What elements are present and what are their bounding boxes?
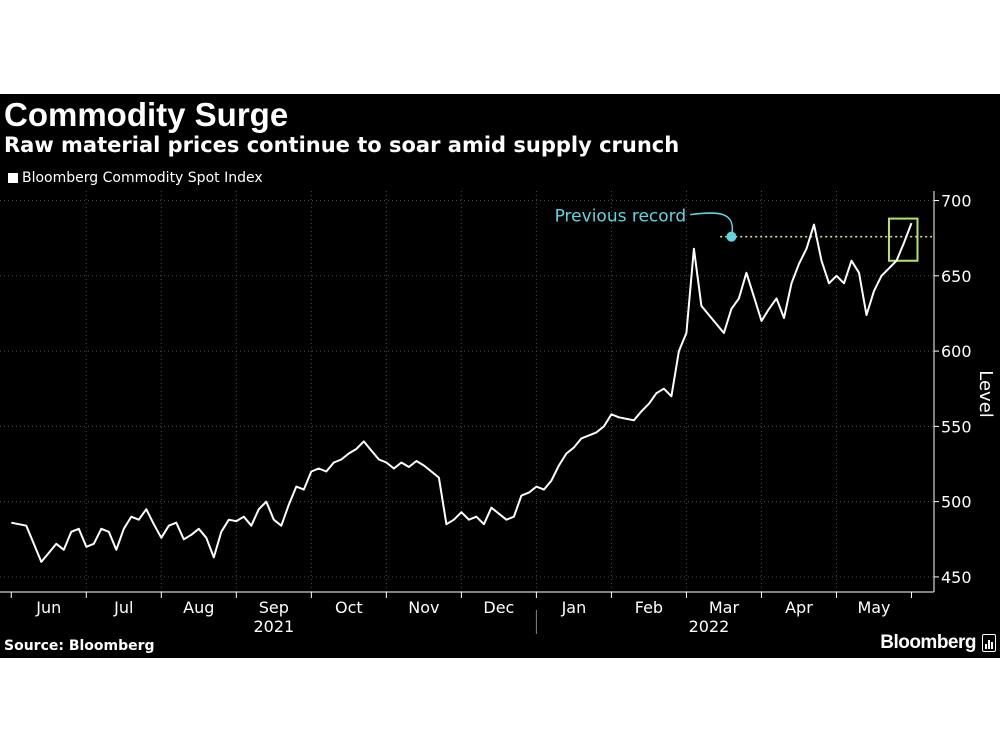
legend-swatch [8,173,18,183]
y-tick-label: 550 [941,417,972,436]
chart-icon [982,634,996,652]
x-tick-label: Mar [709,598,740,617]
chart-subtitle: Raw material prices continue to soar ami… [4,133,680,157]
y-tick-label: 600 [941,342,972,361]
chart-panel: Commodity Surge Raw material prices cont… [0,94,1000,658]
series-line [11,222,913,563]
highlight-box [887,217,919,262]
year-label: 2021 [253,617,294,634]
x-tick-label: Jun [35,598,61,617]
record-connector [690,212,734,237]
record-label: Previous record [555,207,687,227]
brand: Bloomberg [880,632,996,654]
y-axis-title: Level [975,370,996,418]
y-tick-label: 450 [941,568,972,587]
x-tick-label: Sep [259,598,289,617]
x-tick-label: Nov [408,598,439,617]
year-label: 2022 [689,617,730,634]
y-tick-label: 650 [941,267,972,286]
x-tick-label: Jul [113,598,133,617]
x-tick-label: Apr [785,598,813,617]
x-tick-label: Aug [183,598,214,617]
legend: Bloomberg Commodity Spot Index [8,170,263,186]
brand-name: Bloomberg [880,632,976,653]
source-note: Source: Bloomberg [4,638,155,654]
legend-label: Bloomberg Commodity Spot Index [22,170,263,186]
x-tick-label: Oct [335,598,363,617]
y-tick-label: 500 [941,493,972,512]
x-tick-label: Jan [561,598,587,617]
record-marker [726,231,737,242]
x-tick-label: Dec [483,598,514,617]
line-chart: 450 500 550 600 650 700 Level Jun Jul Aug Sep Oct No… [0,191,996,634]
x-tick-label: Feb [635,598,663,617]
chart-title: Commodity Surge [4,96,289,133]
x-tick-label: May [857,598,890,617]
y-tick-label: 700 [941,192,972,211]
